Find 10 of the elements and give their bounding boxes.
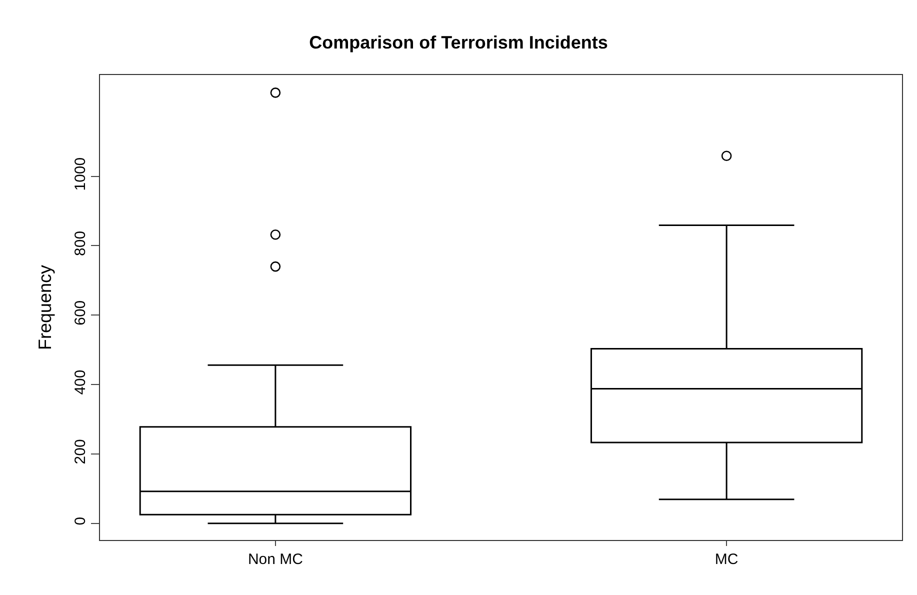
y-tick-label: 800	[72, 230, 89, 256]
y-axis-title: Frequency	[35, 264, 56, 350]
y-tick-label: 600	[72, 300, 89, 326]
y-tick-label: 0	[72, 516, 89, 526]
x-tick-label: MC	[714, 551, 738, 568]
chart-title: Comparison of Terrorism Incidents	[309, 32, 608, 52]
y-tick-label: 400	[72, 370, 89, 395]
x-tick-label: Non MC	[248, 551, 304, 568]
y-tick-label: 1000	[72, 157, 89, 191]
y-tick-label: 200	[72, 439, 89, 464]
